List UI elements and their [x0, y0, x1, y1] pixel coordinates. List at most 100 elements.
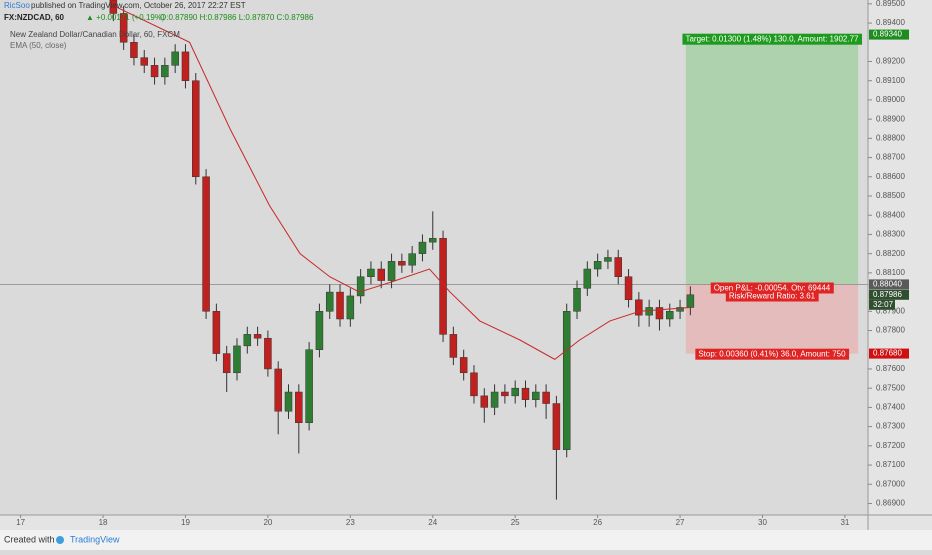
y-tick-label: 0.89200 [876, 57, 905, 66]
y-tick-label: 0.88400 [876, 210, 905, 219]
candle-body [614, 257, 622, 277]
y-tick-label: 0.88600 [876, 172, 905, 181]
candle-body [501, 391, 509, 397]
legend-entry: New Zealand Dollar/Canadian Dollar, 60, … [10, 30, 180, 39]
candle-body [387, 261, 396, 281]
symbol: FX:NZDCAD, 60 [4, 13, 65, 22]
price-label: 0.89340 [873, 30, 902, 39]
candle-body [645, 307, 653, 316]
ema-line [109, 3, 690, 360]
x-tick-label: 25 [511, 518, 520, 527]
candle-body [171, 51, 179, 66]
y-tick-label: 0.86900 [876, 499, 905, 508]
candle-body [212, 311, 221, 354]
candle-body [305, 349, 313, 424]
candle-body [140, 57, 149, 66]
ohlc: O:0.87890 H:0.87986 L:0.87870 C:0.87986 [160, 13, 314, 22]
candle-body [418, 241, 427, 254]
candle-body [521, 387, 530, 400]
position-label: Stop: 0.00360 (0.41%) 36.0, Amount: 750 [698, 350, 846, 359]
candle-body [429, 238, 437, 243]
candle-body [150, 65, 159, 78]
candle-body [408, 253, 416, 266]
x-tick-label: 17 [16, 518, 25, 527]
y-tick-label: 0.87900 [876, 306, 905, 315]
candle-body [593, 261, 602, 270]
candle-body [161, 65, 169, 78]
candle-body [109, 0, 118, 14]
candle-body [686, 294, 695, 308]
footer-brand: TradingView [70, 534, 120, 544]
price-label-box [869, 29, 909, 40]
price-axis [868, 0, 932, 515]
candle-body [459, 357, 468, 374]
candle-body [511, 387, 519, 397]
candle-body [604, 257, 612, 262]
price-label: 0.88040 [873, 280, 902, 289]
candle-body [356, 276, 365, 297]
candle-body [655, 307, 664, 320]
target-zone [685, 34, 859, 285]
y-tick-label: 0.87300 [876, 422, 905, 431]
candle-body [377, 268, 385, 281]
plot: 0.86900 0.87000 0.87100 0.87200 0.87300 0.874… [0, 0, 909, 527]
published: published on TradingView.com, October 26… [31, 1, 246, 10]
candle-body [274, 368, 282, 412]
candle-body [222, 353, 231, 374]
y-tick-label: 0.89000 [876, 95, 905, 104]
y-tick-label: 0.89100 [876, 76, 905, 85]
candle-body [336, 291, 344, 320]
candle-body [315, 311, 324, 350]
candle-body [346, 295, 355, 320]
label-box [710, 282, 834, 294]
price-label: 0.87680 [873, 349, 902, 358]
label-box [682, 33, 863, 45]
y-tick-label: 0.88900 [876, 114, 905, 123]
logo [56, 536, 64, 544]
y-tick-label: 0.88500 [876, 191, 905, 200]
y-tick-label: 0.87500 [876, 383, 905, 392]
candle-body [264, 337, 272, 370]
label-box [725, 290, 819, 302]
candle-body [233, 345, 241, 374]
y-tick-label: 0.87100 [876, 460, 905, 469]
label-box [695, 348, 850, 360]
candle-body [583, 268, 592, 289]
candle-body [449, 334, 458, 358]
position-label: Open P&L: -0.00054, Qty: 69444 [714, 284, 831, 293]
candle-body [470, 372, 478, 397]
candle-body [439, 238, 447, 335]
y-tick-label: 0.87400 [876, 402, 905, 411]
y-tick-label: 0.88300 [876, 230, 905, 239]
candle-body [367, 268, 375, 277]
y-tick-label: 0.87000 [876, 479, 905, 488]
x-tick-label: 27 [676, 518, 685, 527]
price-label: 0.87986 [873, 290, 902, 299]
candle-body [253, 334, 262, 339]
countdown: 32:07 [873, 300, 894, 309]
y-tick-label: 0.88200 [876, 249, 905, 258]
candle-body [119, 13, 128, 43]
candle-body [130, 42, 138, 58]
author: RicSoo [4, 1, 30, 10]
candle-body [573, 287, 581, 312]
position-label: Target: 0.01300 (1.48%) 130.0, Amount: 1… [685, 35, 859, 44]
legend-entry: EMA (50, close) [10, 41, 67, 50]
price-label-box [869, 289, 909, 300]
x-tick-label: 30 [758, 518, 767, 527]
y-tick-label: 0.88700 [876, 153, 905, 162]
candle-body [181, 51, 190, 81]
y-tick-label: 0.87200 [876, 441, 905, 450]
y-tick-label: 0.88800 [876, 133, 905, 142]
candle-body [562, 311, 571, 450]
price-label-box [869, 279, 909, 290]
candle-body [202, 176, 210, 312]
x-tick-label: 18 [99, 518, 108, 527]
price-label-box [869, 348, 909, 359]
candle-body [284, 391, 293, 412]
y-tick-label: 0.87800 [876, 326, 905, 335]
x-tick-label: 24 [428, 518, 437, 527]
